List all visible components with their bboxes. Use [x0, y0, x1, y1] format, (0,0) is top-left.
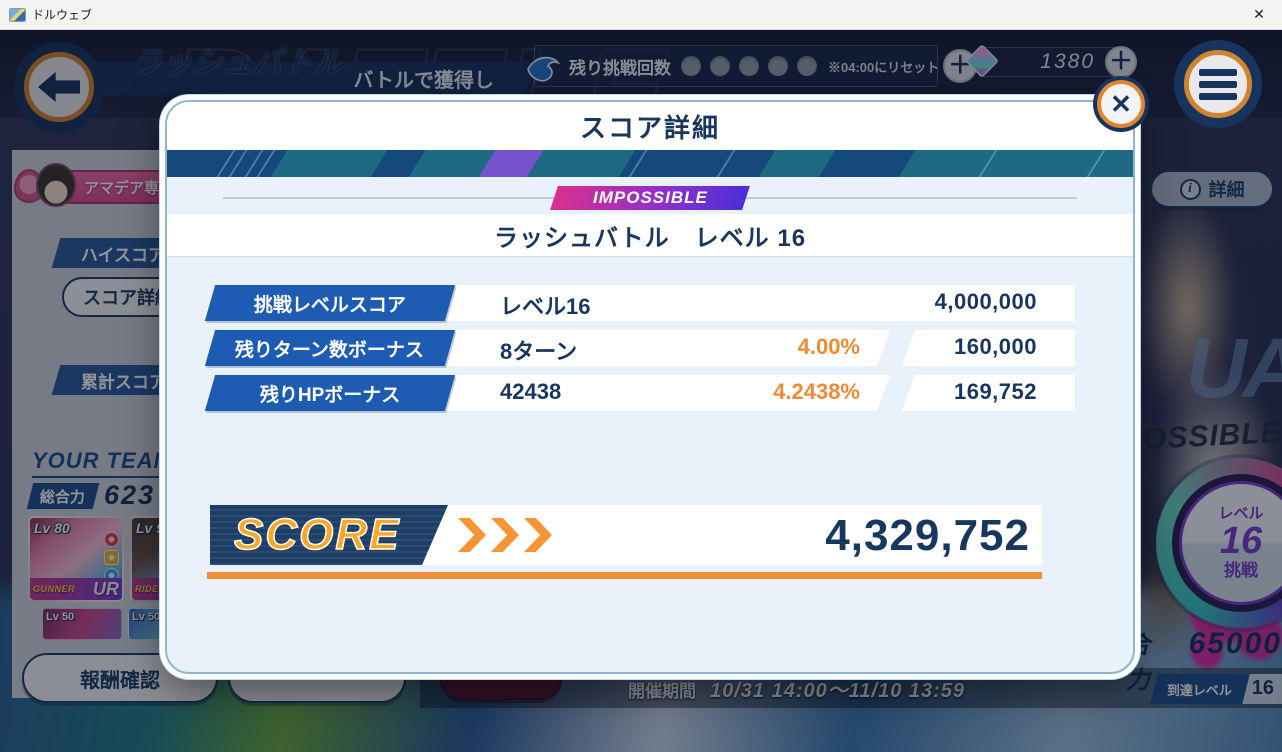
- dolphin-icon: [527, 56, 561, 82]
- row-value: 8ターン: [500, 339, 578, 364]
- battle-subtitle: ラッシュバトル レベル 16: [493, 224, 807, 252]
- row-label: 残りHPボーナス: [259, 384, 401, 406]
- support-card[interactable]: Lv 50: [42, 608, 122, 640]
- row-percent: 4.00%: [797, 334, 860, 359]
- row-score: 4,000,000: [934, 289, 1037, 314]
- total-score-row: SCORE 4,329,752: [210, 505, 1042, 565]
- window-close-button[interactable]: ✕: [1253, 6, 1265, 22]
- event-avatar: [36, 163, 76, 207]
- total-score-value: 4,329,752: [825, 511, 1030, 560]
- row-percent: 4.2438%: [773, 379, 860, 404]
- modal-close-button[interactable]: ✕: [1093, 76, 1149, 132]
- game-viewport: BATTLE ラッシュバトル バトルで獲得し 残り挑戦回数 ※04:00にリセッ…: [0, 30, 1282, 752]
- gem-count: 1380: [1040, 50, 1095, 73]
- battle-subtitle-band: ラッシュバトル レベル 16: [167, 214, 1133, 256]
- row-label: 残りターン数ボーナス: [235, 339, 425, 361]
- detail-button[interactable]: i 詳細: [1150, 170, 1274, 208]
- reached-level-row: 到達レベル 16: [1150, 674, 1282, 704]
- sub-banner: バトルで獲得し: [92, 62, 540, 95]
- back-button[interactable]: [14, 42, 104, 132]
- row-value: 42438: [500, 379, 562, 404]
- power-value: 623: [104, 480, 156, 510]
- member-card[interactable]: Lv 80 GUNNER UR: [28, 516, 124, 602]
- window-title: ドルウェブ: [32, 8, 93, 22]
- row-value: レベル16: [500, 294, 591, 319]
- row-label: 挑戦レベルスコア: [253, 294, 406, 316]
- footer-strip: [420, 668, 1282, 708]
- score-row-turn-bonus: 残りターン数ボーナス 8ターン 4.00% 160,000: [204, 330, 1075, 366]
- menu-button[interactable]: [1174, 40, 1262, 128]
- card-class: GUNNER: [33, 584, 76, 594]
- score-underline: [207, 572, 1042, 579]
- period-label: 開催期間: [628, 682, 696, 701]
- score-row-level: 挑戦レベルスコア レベル16 4,000,000: [204, 285, 1075, 321]
- window-titlebar: ドルウェブ ✕: [0, 0, 1282, 30]
- app-icon: [9, 7, 26, 22]
- modal-title: スコア詳細: [579, 112, 720, 143]
- card-rarity: UR: [93, 578, 119, 599]
- sun-attribute-icon: [104, 532, 119, 547]
- level-challenge-badge: レベル 16 挑戦: [1156, 458, 1282, 628]
- level-badge-number: 16: [1219, 520, 1263, 562]
- attempt-slot: [768, 56, 788, 76]
- period-value: 10/31 14:00～11/10 13:59: [710, 680, 966, 702]
- difficulty-badge-row: IMPOSSIBLE: [167, 186, 1133, 210]
- hamburger-icon: [1183, 49, 1253, 119]
- info-icon: i: [1179, 178, 1201, 200]
- attempts-label: 残り挑戦回数: [569, 58, 671, 78]
- attempt-slot: [681, 56, 701, 76]
- attempt-slot: [710, 56, 730, 76]
- ua-watermark: UA: [1186, 321, 1282, 415]
- score-row-hp-bonus: 残りHPボーナス 42438 4.2438% 169,752: [204, 375, 1075, 411]
- sub-banner-text: バトルで獲得し: [353, 70, 494, 92]
- attempt-slot: [739, 56, 759, 76]
- modal-decorative-band: [167, 150, 1133, 177]
- left-panel: アマデア専 ハイスコア スコア詳細 累計スコア YOUR TEAM 総合力 62…: [12, 150, 196, 698]
- attempt-slot: [797, 56, 817, 76]
- card-level: Lv 9: [136, 520, 165, 536]
- event-period: 開催期間 10/31 14:00～11/10 13:59: [628, 674, 965, 703]
- score-detail-modal: スコア詳細 ✕ IMPOSSIBLE: [165, 76, 1149, 674]
- level-badge-top: レベル: [1218, 505, 1264, 523]
- row-score: 160,000: [953, 334, 1037, 359]
- reached-level-value: 16: [1251, 677, 1274, 699]
- event-banner-text: アマデア専: [84, 179, 160, 197]
- row-score: 169,752: [953, 379, 1037, 404]
- difficulty-badge: IMPOSSIBLE: [550, 186, 750, 210]
- reward-confirm-button[interactable]: 報酬確認: [22, 653, 218, 703]
- level-badge-bottom: 挑戦: [1224, 560, 1258, 580]
- support-card-level: Lv 50: [132, 611, 161, 623]
- card-class: RIDER: [135, 584, 166, 594]
- chevrons-icon: [458, 518, 552, 552]
- recommended-power-value: 65000: [1188, 627, 1282, 660]
- score-label: SCORE: [234, 510, 401, 559]
- score-banner: SCORE: [210, 505, 448, 565]
- close-icon: ✕: [1097, 80, 1145, 128]
- card-level: Lv 80: [34, 520, 70, 536]
- team-power: 総合力 623: [26, 480, 156, 511]
- page-title: ラッシュバトル: [132, 47, 343, 80]
- your-team-label: YOUR TEAM: [32, 448, 177, 478]
- gem-counter: 1380 ＋: [965, 44, 1137, 78]
- reset-note: ※04:00にリセット: [828, 59, 940, 75]
- hex-attribute-icon: [104, 550, 119, 565]
- modal-header: スコア詳細: [167, 102, 1133, 150]
- support-card-level: Lv 50: [46, 611, 75, 623]
